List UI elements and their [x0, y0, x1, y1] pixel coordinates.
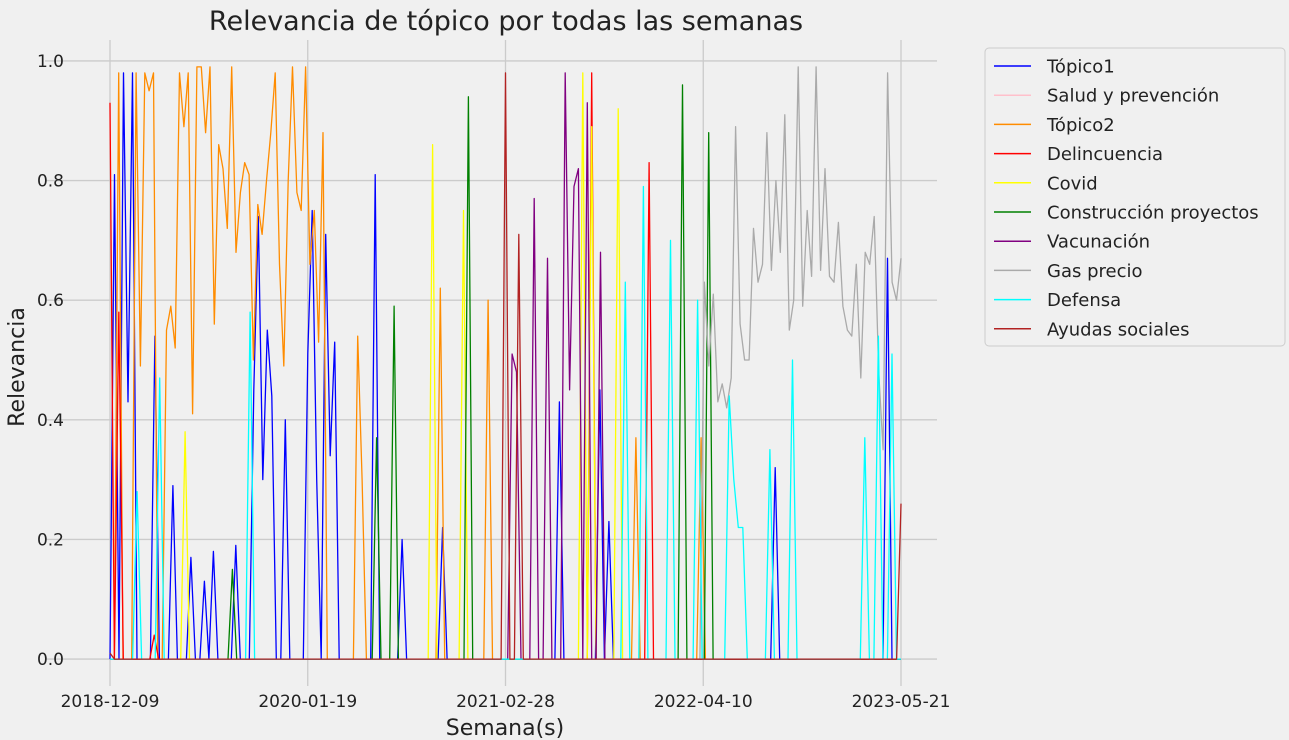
legend-label: Tópico2	[1046, 115, 1115, 136]
legend-label: Ayudas sociales	[1047, 319, 1189, 340]
legend-label: Covid	[1047, 173, 1098, 194]
y-tick-label: 0.0	[37, 650, 64, 670]
x-tick-label: 2022-04-10	[654, 692, 753, 712]
y-tick-label: 0.2	[37, 530, 64, 550]
x-tick-label: 2020-01-19	[258, 692, 357, 712]
legend-label: Salud y prevención	[1047, 86, 1219, 107]
y-tick-label: 0.8	[37, 172, 64, 192]
legend-box	[984, 47, 1286, 347]
x-tick-label: 2018-12-09	[61, 692, 160, 712]
legend-label: Gas precio	[1047, 261, 1143, 282]
x-axis-label: Semana(s)	[446, 716, 564, 740]
y-tick-label: 0.6	[37, 291, 64, 311]
x-tick-label: 2023-05-21	[852, 692, 951, 712]
chart-title: Relevancia de tópico por todas las seman…	[209, 6, 803, 37]
series-lines	[109, 66, 902, 660]
legend-label: Defensa	[1047, 290, 1121, 311]
legend-label: Delincuencia	[1047, 144, 1163, 165]
x-tick-label: 2021-02-28	[456, 692, 555, 712]
y-axis-label: Relevancia	[5, 307, 30, 427]
series-line-ayudas-sociales	[109, 72, 902, 660]
y-tick-label: 1.0	[37, 52, 64, 72]
legend: Tópico1 Salud y prevención Tópico2 Delincue…	[984, 47, 1286, 347]
y-tick-label: 0.4	[37, 411, 64, 431]
legend-label: Tópico1	[1046, 57, 1115, 78]
y-axis-ticks: 0.0 0.2 0.4 0.6 0.8 1.0	[37, 52, 64, 670]
legend-label: Construcción proyectos	[1047, 203, 1259, 224]
legend-label: Vacunación	[1047, 232, 1150, 253]
x-axis-ticks: 2018-12-09 2020-01-19 2021-02-28 2022-04-10…	[61, 692, 951, 712]
